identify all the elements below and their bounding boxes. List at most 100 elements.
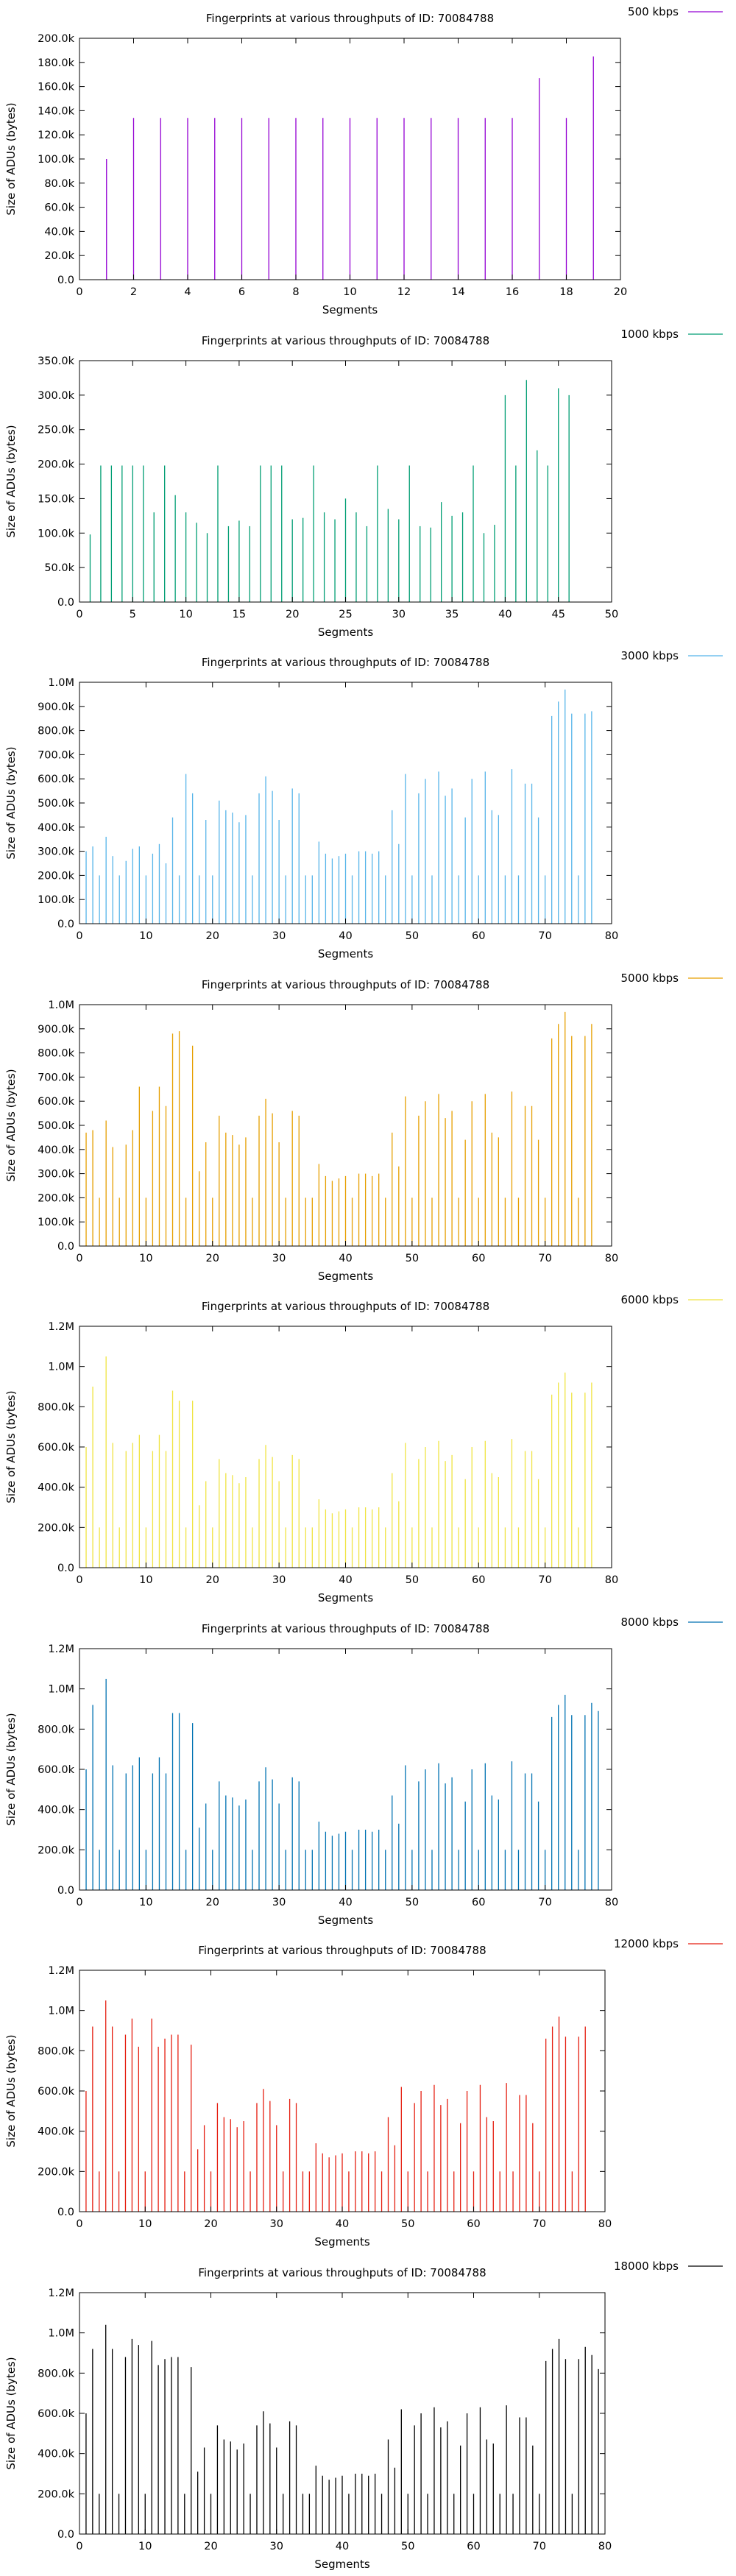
chart-title: Fingerprints at various throughputs of I… xyxy=(198,2266,486,2279)
y-tick-label: 1.0M xyxy=(48,677,74,689)
y-tick-label: 900.0k xyxy=(38,1023,75,1035)
x-tick-label: 40 xyxy=(339,930,352,942)
x-tick-label: 8 xyxy=(292,286,299,298)
x-tick-label: 15 xyxy=(233,609,246,620)
y-tick-label: 400.0k xyxy=(38,2448,75,2460)
y-tick-label: 500.0k xyxy=(38,1120,75,1132)
x-tick-label: 50 xyxy=(406,930,419,942)
chart-title: Fingerprints at various throughputs of I… xyxy=(198,1944,486,1957)
x-tick-label: 60 xyxy=(472,1253,485,1264)
legend-label: 5000 kbps xyxy=(621,972,679,985)
x-tick-label: 50 xyxy=(406,1253,419,1264)
x-tick-label: 60 xyxy=(467,2541,480,2552)
x-tick-label: 20 xyxy=(206,1253,219,1264)
x-tick-label: 70 xyxy=(538,1897,551,1908)
y-tick-label: 200.0k xyxy=(38,1192,75,1204)
y-tick-label: 400.0k xyxy=(38,2126,75,2138)
x-tick-label: 50 xyxy=(401,2218,414,2230)
y-tick-label: 250.0k xyxy=(38,424,75,436)
x-axis-label: Segments xyxy=(322,303,378,316)
y-tick-label: 200.0k xyxy=(38,2166,75,2178)
y-tick-label: 0.0 xyxy=(57,1241,74,1253)
chart-panel-1: Fingerprints at various throughputs of I… xyxy=(4,328,723,639)
y-tick-label: 1.0M xyxy=(48,1683,74,1695)
x-axis-label: Segments xyxy=(314,2235,370,2248)
x-tick-label: 50 xyxy=(605,609,618,620)
x-tick-label: 45 xyxy=(551,609,565,620)
x-tick-label: 80 xyxy=(598,2541,612,2552)
x-tick-label: 80 xyxy=(598,2218,612,2230)
y-tick-label: 20.0k xyxy=(44,250,74,262)
x-tick-label: 0 xyxy=(76,286,82,298)
y-axis-label: Size of ADUs (bytes) xyxy=(4,102,18,215)
x-tick-label: 0 xyxy=(76,930,82,942)
chart-title: Fingerprints at various throughputs of I… xyxy=(206,12,494,25)
x-tick-label: 0 xyxy=(76,2218,82,2230)
x-tick-label: 6 xyxy=(238,286,245,298)
y-axis-label: Size of ADUs (bytes) xyxy=(4,1069,18,1181)
y-axis-label: Size of ADUs (bytes) xyxy=(4,1713,18,1825)
x-tick-label: 80 xyxy=(605,1574,618,1586)
chart-panel-7: Fingerprints at various throughputs of I… xyxy=(4,2260,723,2571)
x-tick-label: 10 xyxy=(138,2541,152,2552)
x-tick-label: 70 xyxy=(533,2541,546,2552)
x-tick-label: 20 xyxy=(286,609,299,620)
y-tick-label: 150.0k xyxy=(38,493,75,505)
y-axis-label: Size of ADUs (bytes) xyxy=(4,425,18,537)
legend-label: 3000 kbps xyxy=(621,649,679,662)
chart-panel-3: Fingerprints at various throughputs of I… xyxy=(4,972,723,1283)
legend-label: 18000 kbps xyxy=(614,2260,679,2273)
x-tick-label: 60 xyxy=(472,1574,485,1586)
y-tick-label: 200.0k xyxy=(38,33,75,45)
x-tick-label: 50 xyxy=(406,1897,419,1908)
x-axis-label: Segments xyxy=(314,2558,370,2571)
x-tick-label: 40 xyxy=(498,609,512,620)
y-tick-label: 1.0M xyxy=(48,2006,74,2017)
y-tick-label: 1.0M xyxy=(48,999,74,1011)
y-tick-label: 200.0k xyxy=(38,1522,75,1534)
y-axis-label: Size of ADUs (bytes) xyxy=(4,1390,18,1503)
x-tick-label: 4 xyxy=(184,286,191,298)
y-tick-label: 200.0k xyxy=(38,459,75,470)
y-tick-label: 400.0k xyxy=(38,822,75,834)
y-axis-label: Size of ADUs (bytes) xyxy=(4,746,18,859)
y-tick-label: 800.0k xyxy=(38,726,75,737)
chart-title: Fingerprints at various throughputs of I… xyxy=(202,978,489,991)
x-tick-label: 0 xyxy=(76,2541,82,2552)
y-tick-label: 0.0 xyxy=(57,2207,74,2218)
y-tick-label: 1.2M xyxy=(48,2287,74,2299)
x-tick-label: 40 xyxy=(336,2218,349,2230)
x-tick-label: 16 xyxy=(506,286,519,298)
x-axis-label: Segments xyxy=(318,1270,374,1283)
legend-label: 6000 kbps xyxy=(621,1293,679,1306)
x-axis-label: Segments xyxy=(318,626,374,639)
x-tick-label: 50 xyxy=(401,2541,414,2552)
x-tick-label: 10 xyxy=(139,1253,152,1264)
x-tick-label: 40 xyxy=(339,1253,352,1264)
x-tick-label: 30 xyxy=(272,1897,286,1908)
x-tick-label: 25 xyxy=(339,609,352,620)
y-tick-label: 100.0k xyxy=(38,894,75,906)
y-tick-label: 800.0k xyxy=(38,1401,75,1413)
y-tick-label: 800.0k xyxy=(38,1724,75,1735)
y-tick-label: 0.0 xyxy=(57,275,74,286)
x-tick-label: 20 xyxy=(204,2541,217,2552)
y-tick-label: 0.0 xyxy=(57,1885,74,1897)
x-tick-label: 30 xyxy=(270,2541,283,2552)
x-axis-label: Segments xyxy=(318,947,374,960)
x-tick-label: 18 xyxy=(559,286,573,298)
y-tick-label: 800.0k xyxy=(38,2368,75,2379)
y-tick-label: 600.0k xyxy=(38,774,75,785)
y-tick-label: 40.0k xyxy=(44,226,74,238)
y-axis-label: Size of ADUs (bytes) xyxy=(4,2357,18,2469)
x-tick-label: 30 xyxy=(392,609,406,620)
x-tick-label: 70 xyxy=(533,2218,546,2230)
y-tick-label: 600.0k xyxy=(38,1442,75,1454)
y-tick-label: 1.2M xyxy=(48,1321,74,1333)
x-tick-label: 70 xyxy=(538,930,551,942)
chart-panel-0: Fingerprints at various throughputs of I… xyxy=(4,5,723,316)
x-tick-label: 60 xyxy=(472,930,485,942)
chart-panel-2: Fingerprints at various throughputs of I… xyxy=(4,649,723,960)
chart-title: Fingerprints at various throughputs of I… xyxy=(202,334,489,347)
y-tick-label: 100.0k xyxy=(38,1217,75,1228)
